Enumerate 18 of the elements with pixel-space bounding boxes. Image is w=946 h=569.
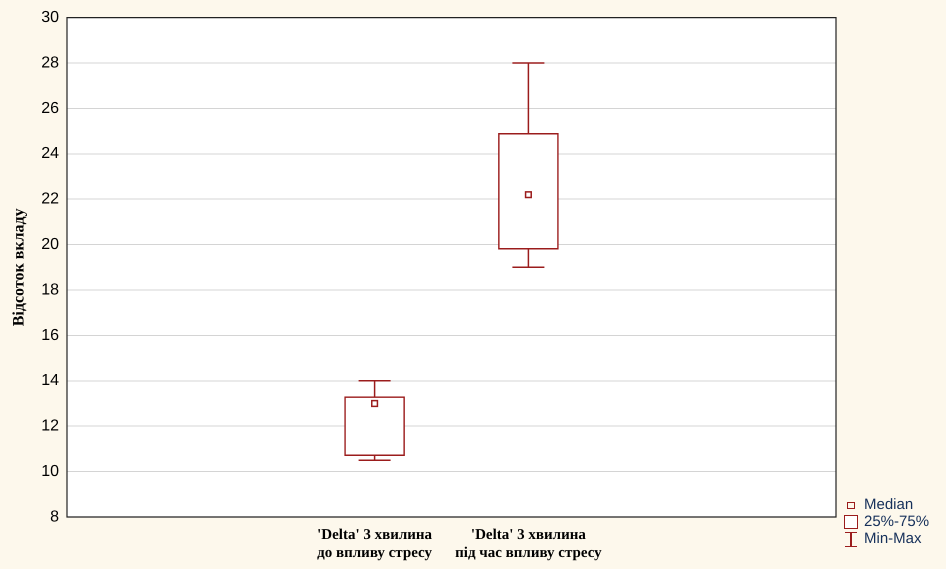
y-tick-label: 30: [41, 9, 60, 26]
y-tick-label: 24: [41, 145, 60, 162]
y-tick-label: 20: [41, 236, 60, 254]
text: 25%-75%: [864, 513, 930, 530]
y-tick-label: 16: [41, 326, 60, 344]
text: Min-Max: [864, 530, 922, 547]
y-tick-label: 12: [41, 418, 60, 435]
x-tick-label: 'Delta' 3 хвилина під час впливу стресу: [455, 526, 602, 561]
y-tick-label: 26: [41, 100, 60, 117]
text: Median: [864, 496, 914, 513]
y-tick-label: 8: [50, 508, 60, 526]
y-axis-title: Відсоток вкладу: [10, 208, 28, 326]
y-tick-label: 14: [41, 372, 60, 390]
y-tick-label: 28: [41, 54, 60, 72]
y-tick-label: 22: [41, 190, 60, 208]
y-tick-label: 18: [41, 281, 60, 298]
x-tick-label: 'Delta' 3 хвилина до впливу стресу: [317, 526, 433, 561]
y-tick-label: 10: [41, 463, 60, 480]
